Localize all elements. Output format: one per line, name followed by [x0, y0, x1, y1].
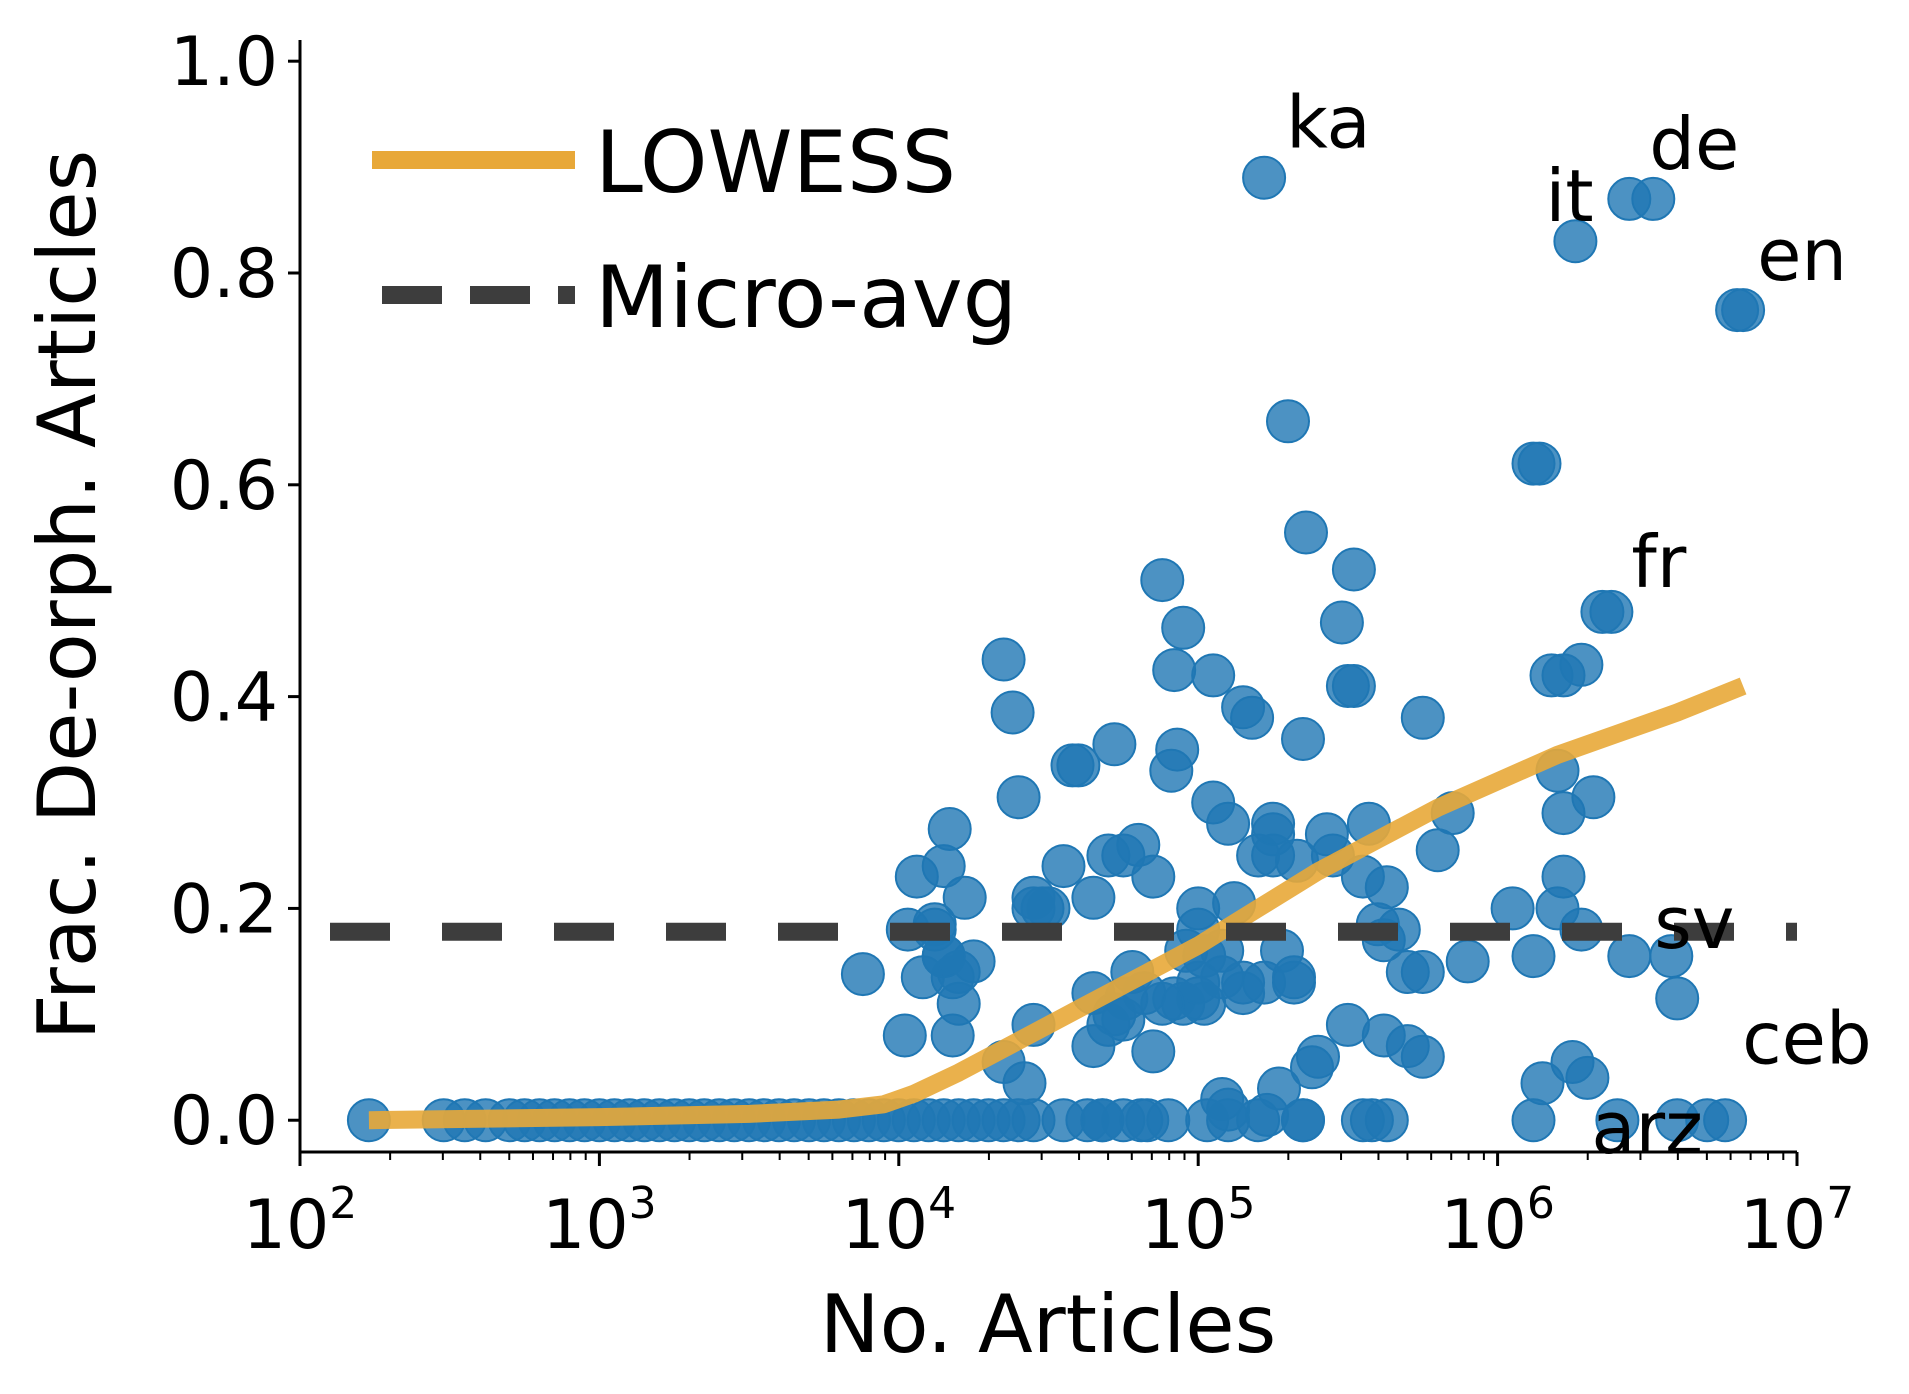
x-tick-label: 104: [842, 1178, 957, 1265]
x-axis-title: No. Articles: [820, 1278, 1277, 1371]
scatter-point: [1002, 1061, 1047, 1106]
scatter-point: [1511, 934, 1556, 979]
legend-microavg-label: Micro-avg: [595, 248, 1017, 348]
y-tick-label: 1.0: [170, 23, 278, 102]
scatter-point: [1400, 1034, 1445, 1079]
annotation-arz: arz: [1591, 1086, 1703, 1170]
scatter-point: [1056, 743, 1101, 788]
scatter-point: [990, 690, 1035, 735]
scatter-point: [996, 775, 1041, 820]
x-tick-label: 105: [1141, 1178, 1256, 1265]
scatter-point: [1080, 1098, 1125, 1143]
scatter-point: [1319, 600, 1364, 645]
annotation-ka: ka: [1286, 81, 1371, 165]
legend: LOWESS Micro-avg: [372, 113, 1017, 348]
scatter-point: [1161, 605, 1206, 650]
scatter-point: [1131, 1029, 1176, 1074]
scatter-point: [1071, 875, 1116, 920]
lowess-line: [368, 677, 1747, 1130]
y-axis-ticks: 0.0 0.2 0.4 0.6 0.8 1.0: [170, 23, 300, 1161]
lowess-layer: [368, 677, 1747, 1130]
scatter-point: [981, 637, 1026, 682]
y-tick-label: 0.6: [170, 447, 278, 526]
scatter-point: [1541, 854, 1586, 899]
x-tick-label: 106: [1440, 1178, 1555, 1265]
scatter-point: [1092, 722, 1137, 767]
scatter-point: [1149, 748, 1194, 793]
scatter-point: [1152, 648, 1197, 693]
scatter-point: [1281, 1098, 1325, 1143]
annotation-de: de: [1649, 102, 1739, 186]
annotation-ceb: ceb: [1742, 996, 1872, 1080]
annotation-en: en: [1757, 213, 1847, 297]
scatter-point: [1595, 1098, 1640, 1143]
annotation-sv: sv: [1654, 881, 1734, 965]
scatter-point: [1415, 828, 1460, 873]
scatter-point: [1251, 801, 1296, 846]
scatter-point: [1191, 653, 1236, 698]
legend-lowess-label: LOWESS: [595, 113, 956, 213]
y-tick-label: 0.0: [170, 1082, 278, 1161]
scatter-point: [1304, 812, 1349, 857]
scatter-point: [1553, 219, 1598, 264]
scatter-point: [1589, 589, 1634, 634]
scatter-point: [1266, 399, 1310, 444]
scatter-point: [882, 1013, 927, 1058]
scatter-point: [1490, 886, 1535, 931]
scatter-point: [1517, 441, 1562, 486]
scatter-point: [1550, 1040, 1595, 1084]
x-tick-label: 102: [243, 1178, 358, 1265]
y-axis-title: Frac. De-orph. Articles: [21, 150, 114, 1041]
scatter-point: [942, 875, 987, 920]
scatter-point: [1445, 939, 1490, 984]
scatter-point: [1607, 934, 1652, 979]
scatter-point: [1541, 653, 1586, 698]
scatter-point: [1041, 844, 1086, 889]
scatter-point: [1140, 558, 1185, 603]
scatter-point: [1119, 1098, 1164, 1143]
y-tick-label: 0.8: [170, 235, 278, 314]
annotation-fr: fr: [1631, 520, 1686, 604]
scatter-point: [927, 807, 972, 851]
scatter-point: [1131, 854, 1176, 899]
scatter-point: [1290, 1045, 1334, 1090]
scatter-point: [1607, 176, 1652, 221]
scatter-point: [840, 952, 885, 997]
scatter-point: [1206, 1087, 1251, 1132]
scatter-point: [1242, 155, 1287, 200]
scatter-point: [1230, 695, 1275, 740]
scatter-point: [1206, 801, 1251, 846]
scatter-points: [346, 155, 1766, 1143]
scatter-point: [1541, 791, 1586, 836]
scatter-point: [1284, 510, 1328, 555]
x-axis-ticks: 102 103 104 105 106 107: [243, 1152, 1855, 1265]
y-tick-label: 0.2: [170, 870, 278, 949]
scatter-point: [1400, 950, 1445, 994]
scatter-point: [1281, 717, 1325, 761]
scatter-point: [1331, 664, 1376, 708]
scatter-point: [921, 934, 966, 979]
scatter-point: [1331, 547, 1376, 592]
annotation-it: it: [1545, 154, 1593, 238]
scatter-point: [1257, 1066, 1301, 1111]
scatter-point: [1272, 955, 1316, 1000]
scatter-point: [1655, 976, 1700, 1021]
scatter-point: [1715, 288, 1760, 333]
y-tick-label: 0.4: [170, 659, 278, 738]
scatter-point: [1685, 1098, 1730, 1143]
scatter-point: [1364, 865, 1409, 910]
scatter-point: [1400, 695, 1445, 740]
scatter-point: [1364, 1098, 1409, 1143]
scatter-point: [1520, 1061, 1565, 1106]
x-tick-label: 103: [542, 1178, 657, 1265]
x-tick-label: 107: [1740, 1178, 1855, 1265]
scatter-point: [1511, 1098, 1556, 1143]
